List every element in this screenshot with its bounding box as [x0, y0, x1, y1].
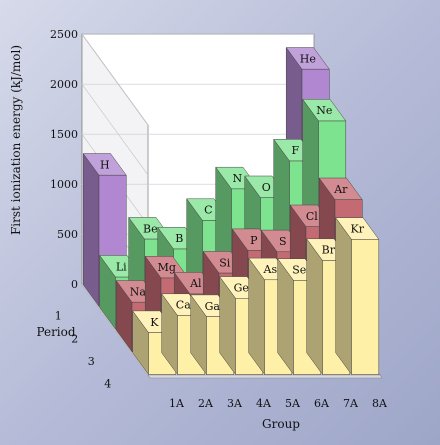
- element-symbol: Na: [130, 285, 147, 298]
- element-symbol: Kr: [351, 223, 365, 236]
- bar-front: [351, 239, 380, 375]
- x-tick-label: 2A: [198, 397, 214, 410]
- x-tick-label: 6A: [314, 397, 330, 410]
- element-symbol: Ga: [205, 300, 221, 313]
- element-symbol: P: [250, 234, 258, 247]
- element-symbol: Ca: [176, 299, 191, 312]
- element-symbol: He: [300, 52, 316, 65]
- period-tick-label: 2: [71, 332, 78, 345]
- x-tick-label: 5A: [285, 397, 301, 410]
- period-axis-title: Period: [36, 325, 75, 339]
- y-tick-label: 500: [57, 228, 78, 241]
- x-axis-title: Group: [262, 417, 300, 431]
- bar-Kr: Kr: [335, 216, 380, 376]
- x-tick-label: 8A: [372, 397, 388, 410]
- element-symbol: Ar: [333, 183, 348, 196]
- bar-side: [306, 238, 323, 376]
- bars: H He Li Be B C N O F Ne Na Mg Al Si P S Cl Ar K Ca Ga Ge As Se B…: [82, 46, 380, 376]
- element-symbol: O: [262, 181, 271, 194]
- x-tick-label: 1A: [169, 397, 185, 410]
- y-tick-label: 2000: [50, 78, 78, 91]
- y-tick-label: 1500: [50, 128, 78, 141]
- gridline: [81, 33, 314, 126]
- y-tick-label: 1000: [50, 178, 78, 191]
- floor-edge: [147, 374, 383, 379]
- element-symbol: Ge: [234, 281, 249, 294]
- y-tick-label: 2500: [50, 28, 78, 41]
- element-symbol: F: [291, 144, 299, 157]
- element-symbol: S: [279, 235, 287, 248]
- y-axis-title: First ionization energy (kJ/mol): [9, 45, 23, 235]
- element-symbol: Br: [322, 244, 336, 257]
- x-tick-label: 7A: [343, 397, 359, 410]
- bar-side: [335, 216, 352, 376]
- axis-labels: First ionization energy (kJ/mol) Group P…: [9, 28, 388, 431]
- element-symbol: Be: [143, 222, 158, 235]
- element-symbol: C: [204, 204, 212, 217]
- element-symbol: Cl: [306, 210, 318, 223]
- element-symbol: Mg: [158, 261, 176, 274]
- element-symbol: N: [232, 172, 242, 185]
- y-tick-label: 0: [71, 278, 78, 291]
- element-symbol: K: [150, 316, 159, 329]
- element-symbol: Al: [189, 277, 202, 290]
- x-tick-label: 4A: [256, 397, 272, 410]
- element-symbol: Li: [116, 260, 127, 273]
- period-tick-label: 1: [55, 310, 62, 323]
- element-symbol: Ne: [316, 104, 332, 117]
- element-symbol: Si: [219, 256, 231, 269]
- element-symbol: B: [175, 232, 183, 245]
- gridline: [81, 83, 314, 176]
- period-tick-label: 3: [88, 355, 95, 368]
- period-tick-label: 4: [104, 378, 111, 391]
- element-symbol: As: [263, 263, 278, 276]
- bar-side: [82, 152, 100, 308]
- element-symbol: H: [100, 158, 110, 171]
- element-symbol: Se: [292, 264, 306, 277]
- x-tick-label: 3A: [227, 397, 243, 410]
